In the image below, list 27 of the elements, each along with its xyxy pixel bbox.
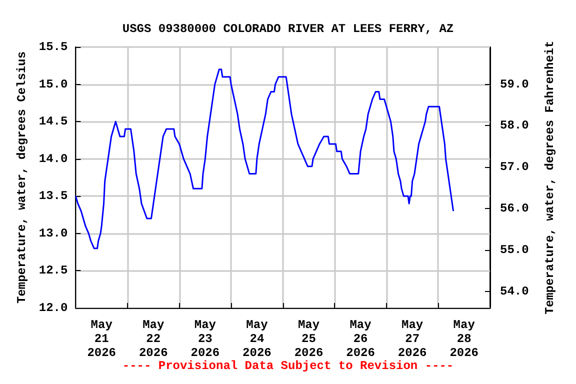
- y2-axis-title: Temperature, water, degrees Fahrenheit: [543, 40, 557, 314]
- y2-tick-label: 57.0: [500, 160, 529, 174]
- y2-tick-label: 58.0: [500, 118, 529, 133]
- x-tick-label: May 23 2026: [190, 318, 220, 360]
- x-tick-label: May 21 2026: [87, 318, 116, 360]
- y-tick-label: 14.5: [38, 114, 68, 129]
- chart-title: USGS 09380000 COLORADO RIVER AT LEES FERRY, AZ: [122, 22, 454, 36]
- y2-tick-label: 59.0: [500, 77, 529, 92]
- x-tick-label: May 24 2026: [242, 318, 272, 360]
- y-tick-label: 12.0: [38, 301, 68, 315]
- y2-tick-label: 55.0: [500, 243, 529, 257]
- text: ---- Provisional Data Subject to Revision ----: [122, 359, 454, 373]
- x-tick-label: May 22 2026: [138, 318, 168, 360]
- y-tick-label: 15.0: [38, 77, 68, 92]
- y-tick-label: 15.5: [38, 40, 68, 54]
- y2-tick-label: 56.0: [500, 202, 529, 216]
- y-axis-title: Temperature, water, degrees Celsius: [15, 51, 29, 304]
- y-tick-label: 13.0: [38, 226, 68, 240]
- x-tick-label: May 25 2026: [294, 318, 324, 360]
- y-tick-label: 14.0: [38, 152, 68, 166]
- x-tick-label: May 26 2026: [346, 318, 375, 360]
- x-tick-label: May 28 2026: [450, 318, 479, 360]
- x-tick-label: May 27 2026: [398, 318, 427, 360]
- y-tick-label: 12.5: [38, 264, 68, 278]
- line-series: [74, 68, 454, 250]
- y2-tick-label: 54.0: [500, 284, 529, 298]
- y-tick-label: 13.5: [38, 189, 68, 204]
